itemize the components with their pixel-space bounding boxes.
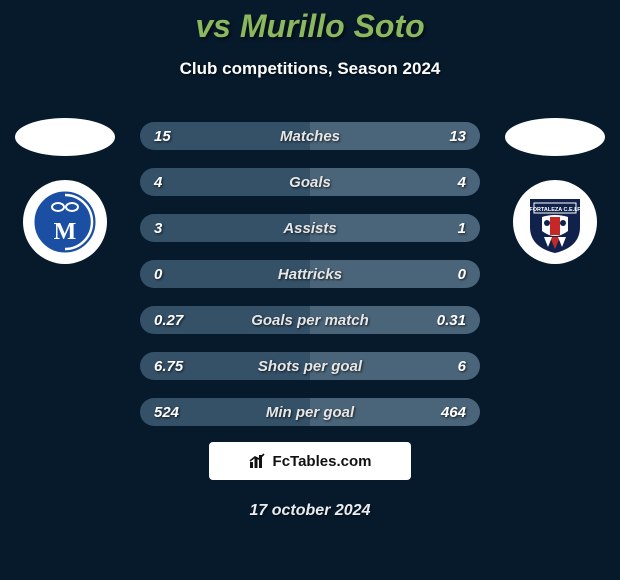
stat-value-left: 4 — [154, 174, 162, 191]
stat-row-mpg: 524 Min per goal 464 — [140, 398, 480, 426]
millonarios-crest-icon: M — [30, 187, 100, 257]
stat-row-matches: 15 Matches 13 — [140, 122, 480, 150]
stat-row-spg: 6.75 Shots per goal 6 — [140, 352, 480, 380]
watermark[interactable]: FcTables.com — [209, 442, 411, 480]
player2-crest: FORTALEZA C.E.I.F — [513, 180, 597, 264]
player1-photo — [15, 118, 115, 156]
comparison-title: vs Murillo Soto — [0, 0, 620, 45]
stat-label: Hattricks — [140, 266, 480, 283]
stat-label: Min per goal — [140, 404, 480, 421]
player1-crest: M — [23, 180, 107, 264]
stat-value-right: 0.31 — [437, 312, 466, 329]
vs-text: vs — [195, 8, 231, 44]
player1-column: M — [10, 118, 120, 264]
stat-row-goals: 4 Goals 4 — [140, 168, 480, 196]
stat-label: Assists — [140, 220, 480, 237]
watermark-text: FcTables.com — [273, 453, 372, 470]
svg-text:M: M — [54, 219, 77, 245]
fortaleza-crest-icon: FORTALEZA C.E.I.F — [520, 187, 590, 257]
player2-column: FORTALEZA C.E.I.F — [500, 118, 610, 264]
stat-value-left: 6.75 — [154, 358, 183, 375]
stat-value-left: 3 — [154, 220, 162, 237]
stat-label: Goals — [140, 174, 480, 191]
stats-table: 15 Matches 13 4 Goals 4 3 Assists 1 0 Ha… — [140, 122, 480, 426]
stat-value-right: 0 — [458, 266, 466, 283]
stat-value-left: 0.27 — [154, 312, 183, 329]
stat-value-left: 15 — [154, 128, 171, 145]
stat-value-right: 6 — [458, 358, 466, 375]
player2-photo — [505, 118, 605, 156]
stat-value-right: 1 — [458, 220, 466, 237]
stat-label: Shots per goal — [140, 358, 480, 375]
stat-value-right: 4 — [458, 174, 466, 191]
stat-label: Matches — [140, 128, 480, 145]
stat-value-right: 13 — [449, 128, 466, 145]
stat-value-left: 0 — [154, 266, 162, 283]
stat-label: Goals per match — [140, 312, 480, 329]
svg-text:FORTALEZA C.E.I.F: FORTALEZA C.E.I.F — [529, 207, 581, 213]
stat-row-hattricks: 0 Hattricks 0 — [140, 260, 480, 288]
stat-value-left: 524 — [154, 404, 179, 421]
subtitle: Club competitions, Season 2024 — [0, 59, 620, 79]
bar-chart-icon — [249, 452, 267, 470]
stat-row-gpm: 0.27 Goals per match 0.31 — [140, 306, 480, 334]
stat-value-right: 464 — [441, 404, 466, 421]
stat-row-assists: 3 Assists 1 — [140, 214, 480, 242]
date-text: 17 october 2024 — [0, 502, 620, 520]
player2-name: Murillo Soto — [240, 8, 425, 44]
